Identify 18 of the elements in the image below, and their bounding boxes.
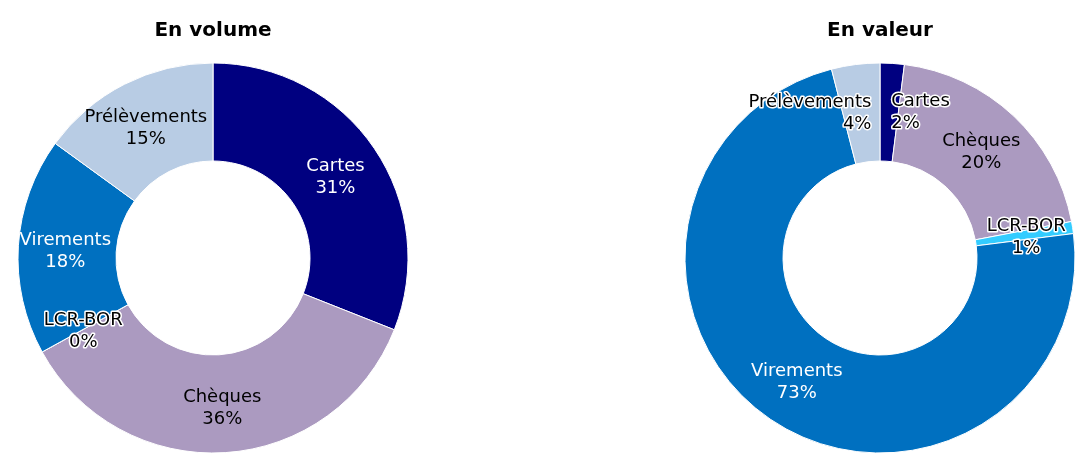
slice-label: Prélèvements: [84, 105, 208, 127]
data-label: 15%: [125, 127, 166, 149]
slice-label: Chèques: [183, 384, 262, 406]
data-label: 36%: [202, 406, 243, 428]
data-label: 1%: [1011, 235, 1041, 257]
data-label: 73%: [776, 381, 817, 403]
slice-label: Virements: [751, 359, 843, 381]
data-label: 20%: [961, 151, 1002, 173]
data-label: 18%: [45, 249, 86, 271]
slice-label: LCR-BOR: [986, 213, 1066, 235]
slice-label: Virements: [19, 227, 112, 249]
slice-label: Chèques: [942, 129, 1021, 151]
slice-label: Cartes: [306, 153, 365, 175]
data-label: 4%: [842, 112, 872, 134]
chart-title: En valeur: [827, 17, 934, 41]
text: 0%: [69, 330, 98, 352]
chart-title: En volume: [154, 17, 272, 41]
data-label: 31%: [315, 175, 356, 197]
